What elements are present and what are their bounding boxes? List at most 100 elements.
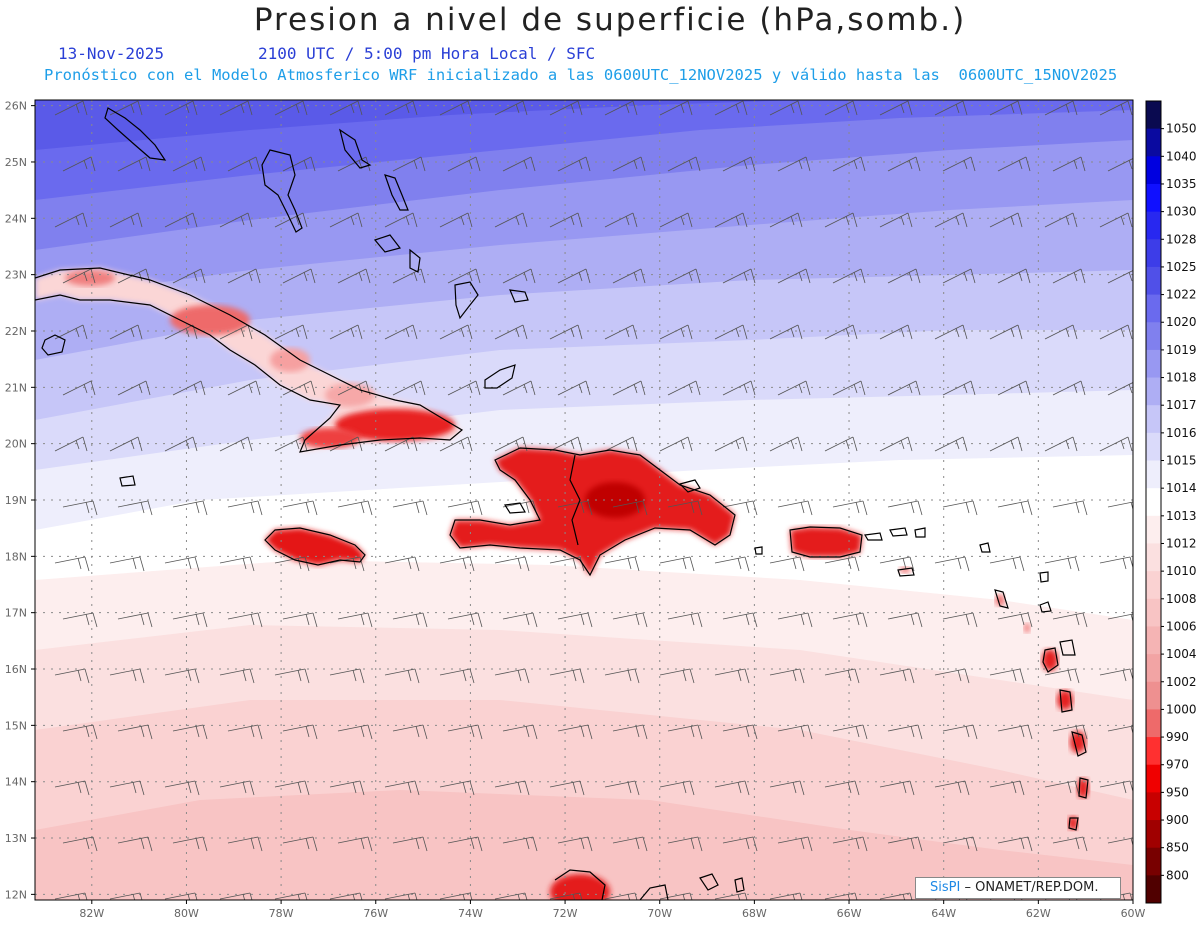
wind-barb-flag: [1072, 436, 1078, 452]
wind-barb-flag: [1138, 613, 1142, 627]
wind-barb-flag: [84, 668, 90, 684]
wind-barb: [494, 212, 524, 228]
wind-barb-flag: [202, 500, 208, 516]
wind-barb: [777, 612, 809, 620]
wind-barb: [659, 668, 691, 676]
wind-barb-flag: [92, 724, 98, 740]
wind-barb: [549, 892, 581, 900]
wind-barb-flag: [460, 215, 465, 226]
wind-barb-flag: [85, 501, 90, 514]
wind-barb: [109, 556, 141, 564]
wind-barb-flag: [1073, 159, 1078, 170]
wind-barb-flag: [917, 724, 923, 740]
wind-barb: [667, 724, 699, 732]
wind-barb-flag: [407, 557, 412, 570]
wind-barb-flag: [578, 383, 583, 394]
colorbar-frame: [1145, 100, 1162, 904]
wind-barb-flag: [83, 383, 88, 394]
wind-barb-flag: [462, 557, 467, 570]
colorbar-swatch: [1146, 488, 1161, 517]
wind-barb: [604, 324, 634, 340]
wind-barb: [942, 156, 972, 172]
wind-barb-flag: [570, 215, 575, 226]
wind-barb-flag: [1027, 500, 1033, 516]
wind-barb-flag: [130, 103, 135, 114]
wind-barb-flag: [962, 212, 968, 228]
wind-barb-flag: [855, 725, 860, 738]
wind-barb: [502, 268, 532, 284]
wind-barb-flag: [255, 268, 261, 284]
wind-barb-flag: [737, 557, 742, 570]
wind-barb-flag: [910, 613, 915, 626]
wind-barb-flag: [247, 100, 253, 116]
wind-barb: [714, 780, 746, 788]
wind-barb-flag: [743, 159, 748, 170]
wind-barb: [439, 668, 471, 676]
wind-barb-flag: [92, 612, 98, 628]
wind-barb-flag: [854, 668, 860, 684]
wind-barb-flag: [130, 327, 135, 338]
wind-barb-flag: [633, 159, 638, 170]
wind-barb: [172, 836, 204, 844]
wind-barb-flag: [422, 836, 428, 852]
wind-barb: [494, 668, 526, 676]
wind-barb: [879, 212, 909, 228]
wind-barb: [769, 780, 801, 788]
wind-barb: [494, 100, 524, 116]
wind-barb: [274, 324, 304, 340]
colorbar-swatch: [1146, 709, 1161, 738]
chart-title: Presion a nivel de superficie (hPa,somb.…: [253, 2, 967, 38]
wind-barb-flag: [147, 612, 153, 628]
wind-barb-flag: [744, 556, 750, 572]
lat-label: 17N: [5, 607, 27, 620]
wind-barb-flag: [862, 836, 868, 852]
wind-barb-flag: [799, 668, 805, 684]
wind-barb-flag: [193, 271, 198, 282]
colorbar-label: 1030: [1166, 205, 1197, 219]
colorbar-swatch: [1146, 598, 1161, 627]
wind-barb-flag: [147, 836, 153, 852]
wind-barb-flag: [697, 836, 703, 852]
wind-barb-flag: [807, 500, 813, 516]
wind-barb: [722, 612, 754, 620]
wind-barb-flag: [77, 669, 82, 682]
wind-barb-flag: [250, 725, 255, 738]
wind-barb-flag: [1127, 212, 1133, 228]
wind-barb-flag: [1025, 268, 1031, 284]
wind-barb-flag: [790, 439, 795, 450]
wind-barb-flag: [302, 212, 308, 228]
wind-barb-flag: [635, 837, 640, 850]
wind-barb-flag: [682, 669, 687, 682]
wind-barb: [604, 556, 636, 564]
wind-barb-flag: [250, 613, 255, 626]
wind-barb-flag: [697, 612, 703, 628]
wind-barb: [659, 100, 689, 116]
wind-barb-flag: [697, 500, 703, 516]
wind-barb: [659, 212, 689, 228]
wind-barb-flag: [367, 724, 373, 740]
wind-barb-flag: [964, 556, 970, 572]
lat-label: 20N: [5, 438, 27, 451]
wind-barb: [1052, 612, 1084, 620]
wind-barb-flag: [625, 327, 630, 338]
wind-barb: [392, 380, 422, 396]
wind-barb-flag: [860, 380, 866, 396]
wind-barb-flag: [1017, 212, 1023, 228]
wind-barb-flag: [957, 781, 962, 794]
wind-barb: [1052, 268, 1082, 284]
colorbar-label: 1015: [1166, 454, 1197, 468]
wind-barb-flag: [915, 380, 921, 396]
wind-barb-flag: [242, 557, 247, 570]
wind-barb: [824, 780, 856, 788]
colorbar-label: 1019: [1166, 343, 1197, 357]
wind-barb-flag: [847, 557, 852, 570]
wind-barb: [384, 212, 414, 228]
wind-barb-flag: [1010, 215, 1015, 226]
wind-barb-flag: [525, 501, 530, 514]
wind-barb-flag: [147, 500, 153, 516]
wind-barb-flag: [917, 612, 923, 628]
wind-barb-flag: [84, 780, 90, 796]
wind-barb-flag: [304, 668, 310, 684]
wind-barb-flag: [530, 156, 536, 172]
